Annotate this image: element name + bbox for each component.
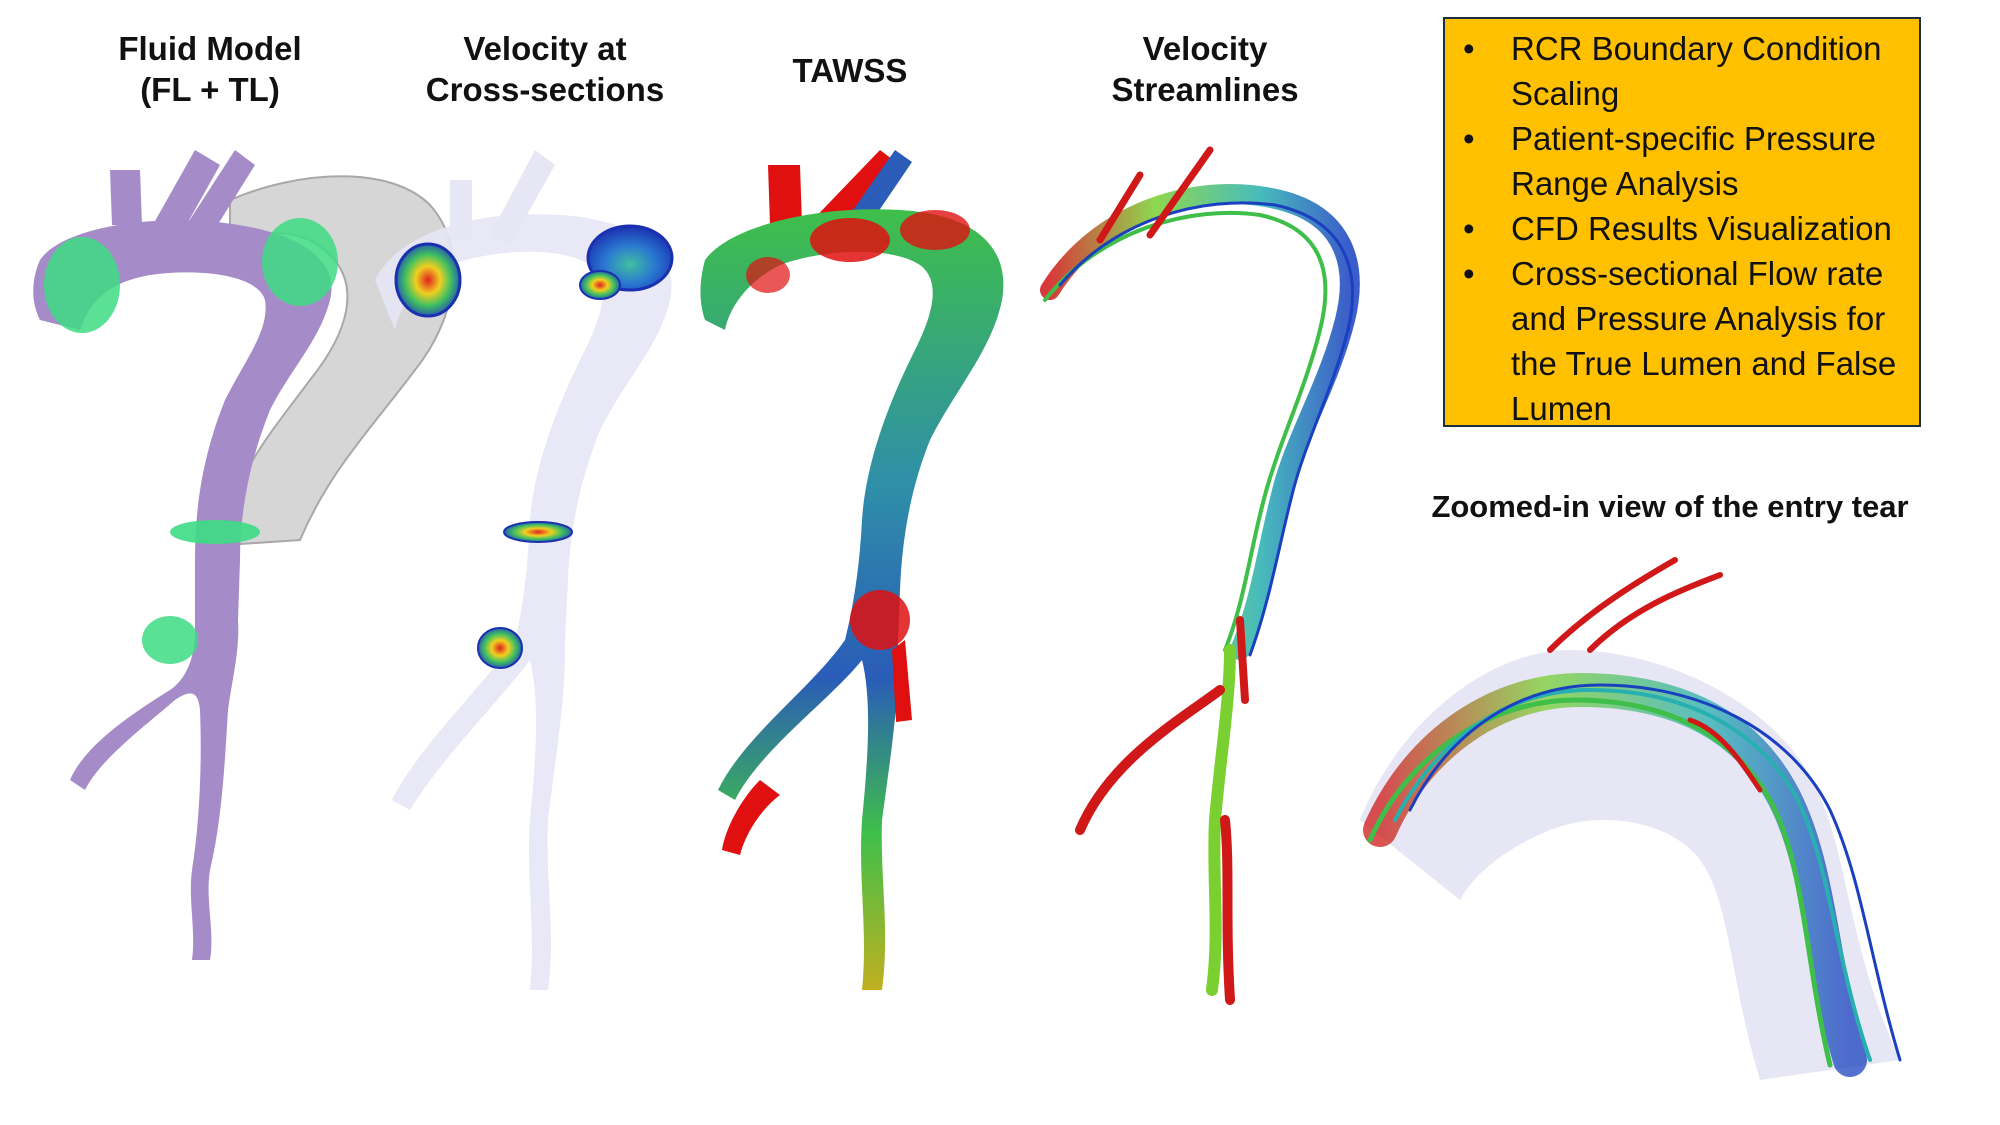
tawss-hotspot <box>810 218 890 262</box>
streamline <box>1058 201 1355 657</box>
ghost-branch <box>490 150 555 245</box>
velocity-cross-sections-illustration <box>375 150 674 991</box>
arch-branch <box>150 150 220 240</box>
true-lumen <box>33 220 332 960</box>
streamline <box>1220 815 1235 1005</box>
panel-title-line1: Fluid Model <box>118 30 302 67</box>
streamline <box>1096 146 1214 244</box>
streamline <box>1236 616 1249 704</box>
analysis-item-text: Patient-specific Pressure Range Analysis <box>1511 120 1876 202</box>
tawss-hotspot <box>900 210 970 250</box>
panel-title-line2: (FL + TL) <box>140 71 280 108</box>
bullet: • <box>1463 210 1475 247</box>
panel-title-line1: Velocity at <box>463 30 627 67</box>
zoomed-streamline <box>1547 557 1723 653</box>
analysis-item: • CFD Results Visualization <box>1459 206 1907 251</box>
tawss-iliac <box>722 780 780 855</box>
zoomed-streamline <box>1687 717 1763 793</box>
analysis-item-text: Cross-sectional Flow rate and Pressure A… <box>1511 255 1897 427</box>
analysis-summary-box: • RCR Boundary Condition Scaling • Patie… <box>1443 17 1921 427</box>
bullet: • <box>1463 255 1475 292</box>
panel-title-velocity-streamlines: Velocity Streamlines <box>1055 28 1355 110</box>
cross-section-plane <box>44 237 120 333</box>
bullet: • <box>1463 30 1475 67</box>
velocity-contour <box>579 270 621 300</box>
velocity-contour <box>477 627 523 669</box>
tawss-renal-branch <box>892 640 912 722</box>
streamline <box>1075 685 1225 835</box>
cross-section-plane <box>262 218 338 306</box>
analysis-item: • RCR Boundary Condition Scaling <box>1459 26 1907 116</box>
panel-title-velocity-cross-sections: Velocity at Cross-sections <box>380 28 710 110</box>
panel-title-line1: Velocity <box>1142 30 1268 67</box>
zoom-title: Zoomed-in view of the entry tear <box>1431 489 1909 524</box>
tawss-hotspot <box>746 257 790 293</box>
ghost-vessel <box>375 214 672 991</box>
streamline-bundle <box>1040 184 1360 660</box>
analysis-item: • Cross-sectional Flow rate and Pressure… <box>1459 251 1907 431</box>
bullet: • <box>1463 120 1475 157</box>
zoomed-streamline <box>1408 683 1902 1062</box>
cross-section-plane <box>170 520 260 544</box>
analysis-item: • Patient-specific Pressure Range Analys… <box>1459 116 1907 206</box>
panel-title-fluid-model: Fluid Model (FL + TL) <box>60 28 360 110</box>
tawss-hotspot <box>850 590 910 650</box>
panel-title-line2: Cross-sections <box>425 71 665 108</box>
panel-title-tawss: TAWSS <box>700 50 1000 91</box>
analysis-item-text: RCR Boundary Condition Scaling <box>1511 30 1882 112</box>
zoomed-streamline <box>1367 697 1833 1068</box>
cross-section-plane <box>142 616 198 664</box>
analysis-list: • RCR Boundary Condition Scaling • Patie… <box>1459 26 1907 431</box>
tawss-branch <box>768 165 802 225</box>
zoomed-streamline-bundle <box>1363 672 1867 1077</box>
tawss-aorta <box>700 209 1004 990</box>
velocity-contour <box>394 242 462 318</box>
arch-branch <box>110 170 142 225</box>
zoomed-streamlines-illustration <box>1360 557 1902 1080</box>
panel-title-line1: TAWSS <box>792 52 908 89</box>
ghost-branch <box>450 180 472 240</box>
velocity-contour <box>503 521 573 543</box>
panel-title-line2: Streamlines <box>1111 71 1299 108</box>
streamline <box>1206 644 1236 996</box>
analysis-item-text: CFD Results Visualization <box>1511 210 1892 247</box>
streamlines-illustration <box>1040 146 1360 1005</box>
tawss-illustration <box>700 150 1004 990</box>
streamline <box>1043 210 1328 652</box>
